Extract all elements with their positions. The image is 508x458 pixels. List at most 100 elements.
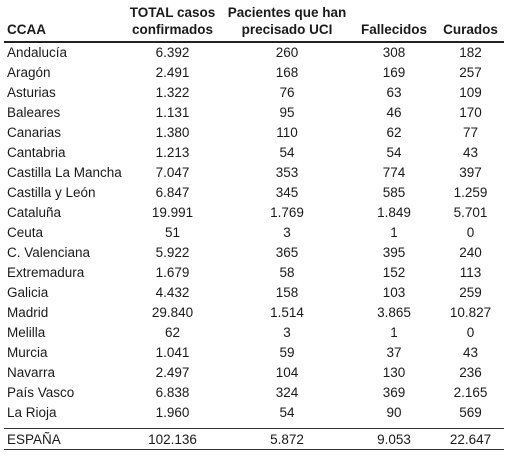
table-row: C. Valenciana 5.922 365 395 240 bbox=[4, 243, 504, 263]
table-row: Cantabria 1.213 54 54 43 bbox=[4, 143, 504, 163]
header-fallecidos: Fallecidos bbox=[351, 3, 437, 43]
cell-curados: 1.259 bbox=[453, 185, 488, 200]
cell-ccaa: Navarra bbox=[7, 365, 56, 380]
cell-fallecidos: 1.849 bbox=[377, 205, 411, 220]
total-fallecidos: 9.053 bbox=[351, 428, 437, 450]
cell-uci: 365 bbox=[275, 245, 299, 260]
cell-fallecidos: 54 bbox=[386, 145, 402, 160]
total-row: ESPAÑA 102.136 5.872 9.053 22.647 bbox=[4, 428, 504, 450]
cell-curados: 43 bbox=[462, 345, 479, 360]
cell-uci: 158 bbox=[275, 285, 299, 300]
cell-fallecidos: 1 bbox=[390, 325, 398, 340]
table-row: Cataluña 19.991 1.769 1.849 5.701 bbox=[4, 203, 504, 223]
cell-uci: 59 bbox=[279, 345, 295, 360]
cell-ccaa: Murcia bbox=[7, 345, 48, 360]
cell-fallecidos: 585 bbox=[382, 185, 406, 200]
cell-fallecidos: 369 bbox=[382, 385, 406, 400]
cell-uci: 345 bbox=[275, 185, 299, 200]
cell-ccaa: Aragón bbox=[7, 65, 51, 80]
cell-ccaa: Castilla La Mancha bbox=[7, 165, 122, 180]
cell-uci: 76 bbox=[279, 85, 295, 100]
cell-uci: 54 bbox=[279, 145, 295, 160]
cell-casos: 4.432 bbox=[155, 285, 190, 300]
cell-fallecidos: 169 bbox=[382, 65, 406, 80]
cell-curados: 5.701 bbox=[453, 205, 488, 220]
cell-curados: 170 bbox=[459, 105, 482, 120]
cell-curados: 0 bbox=[466, 225, 475, 240]
cell-ccaa: País Vasco bbox=[7, 385, 75, 400]
header-curados: Curados bbox=[437, 3, 504, 43]
cell-ccaa: Madrid bbox=[7, 305, 49, 320]
table-row: Castilla La Mancha 7.047 353 774 397 bbox=[4, 163, 504, 183]
table-row: Galicia 4.432 158 103 259 bbox=[4, 283, 504, 303]
cell-casos: 2.491 bbox=[155, 65, 190, 80]
total-uci: 5.872 bbox=[223, 428, 351, 450]
cell-curados: 397 bbox=[459, 165, 482, 180]
table-body: Andalucía 6.392 260 308 182 Aragón 2.491 168 169… bbox=[4, 42, 504, 423]
cell-curados: 259 bbox=[459, 285, 482, 300]
table-row: Melilla 62 3 1 0 bbox=[4, 323, 504, 343]
cell-fallecidos: 90 bbox=[386, 405, 402, 420]
cell-curados: 569 bbox=[459, 405, 482, 420]
cell-casos: 1.960 bbox=[155, 405, 190, 420]
cell-fallecidos: 63 bbox=[386, 85, 402, 100]
cell-uci: 1.514 bbox=[270, 305, 304, 320]
cell-ccaa: Andalucía bbox=[7, 45, 68, 60]
cell-casos: 1.322 bbox=[155, 85, 190, 100]
cell-fallecidos: 62 bbox=[386, 125, 402, 140]
cell-casos: 1.380 bbox=[155, 125, 190, 140]
cell-fallecidos: 103 bbox=[382, 285, 406, 300]
total-casos: 102.136 bbox=[122, 428, 223, 450]
cell-ccaa: Castilla y León bbox=[7, 185, 96, 200]
cell-uci: 54 bbox=[279, 405, 295, 420]
cell-ccaa: Extremadura bbox=[7, 265, 85, 280]
total-label: ESPAÑA bbox=[4, 428, 122, 450]
cell-fallecidos: 152 bbox=[382, 265, 406, 280]
cell-fallecidos: 774 bbox=[382, 165, 406, 180]
cell-uci: 95 bbox=[279, 105, 295, 120]
cell-fallecidos: 130 bbox=[382, 365, 406, 380]
cell-casos: 1.131 bbox=[155, 105, 190, 120]
cell-casos: 6.838 bbox=[155, 385, 190, 400]
cell-uci: 168 bbox=[275, 65, 299, 80]
cell-ccaa: Cantabria bbox=[7, 145, 66, 160]
header-total-casos: TOTAL casos confirmados bbox=[122, 3, 223, 43]
cell-casos: 5.922 bbox=[155, 245, 190, 260]
cell-casos: 1.679 bbox=[155, 265, 190, 280]
header-row: CCAA TOTAL casos confirmados Pacientes q… bbox=[4, 3, 504, 43]
cell-uci: 104 bbox=[275, 365, 299, 380]
table-row: Canarias 1.380 110 62 77 bbox=[4, 123, 504, 143]
cell-uci: 3 bbox=[283, 225, 291, 240]
cell-uci: 260 bbox=[275, 45, 299, 60]
cell-fallecidos: 3.865 bbox=[377, 305, 411, 320]
table-row: Murcia 1.041 59 37 43 bbox=[4, 343, 504, 363]
cell-ccaa: Asturias bbox=[7, 85, 56, 100]
cell-curados: 10.827 bbox=[449, 305, 492, 320]
cell-curados: 113 bbox=[459, 265, 482, 280]
cell-casos: 6.392 bbox=[155, 45, 190, 60]
cell-curados: 236 bbox=[459, 365, 482, 380]
cell-ccaa: Melilla bbox=[7, 325, 46, 340]
cell-uci: 58 bbox=[279, 265, 295, 280]
cell-curados: 182 bbox=[459, 45, 482, 60]
cell-curados: 2.165 bbox=[453, 385, 488, 400]
cell-curados: 240 bbox=[459, 245, 482, 260]
cell-casos: 7.047 bbox=[155, 165, 190, 180]
table-row: Aragón 2.491 168 169 257 bbox=[4, 63, 504, 83]
cell-curados: 0 bbox=[466, 325, 475, 340]
cell-curados: 109 bbox=[459, 85, 482, 100]
cell-casos: 2.497 bbox=[155, 365, 190, 380]
table-row: Extremadura 1.679 58 152 113 bbox=[4, 263, 504, 283]
cell-uci: 353 bbox=[275, 165, 299, 180]
cell-casos: 1.213 bbox=[155, 145, 190, 160]
cell-casos: 6.847 bbox=[155, 185, 190, 200]
total-curados: 22.647 bbox=[437, 428, 504, 450]
table-row: Madrid 29.840 1.514 3.865 10.827 bbox=[4, 303, 504, 323]
cell-fallecidos: 37 bbox=[386, 345, 402, 360]
table-row: Asturias 1.322 76 63 109 bbox=[4, 83, 504, 103]
table-row: Ceuta 51 3 1 0 bbox=[4, 223, 504, 243]
cell-fallecidos: 1 bbox=[390, 225, 398, 240]
header-uci: Pacientes que han precisado UCI bbox=[223, 3, 351, 43]
covid-ccaa-table: CCAA TOTAL casos confirmados Pacientes q… bbox=[4, 3, 504, 450]
table-row: Andalucía 6.392 260 308 182 bbox=[4, 42, 504, 63]
